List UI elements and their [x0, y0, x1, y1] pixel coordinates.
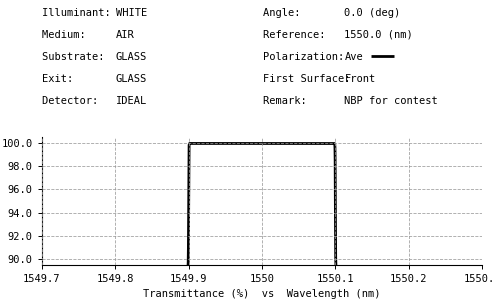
Text: Angle:: Angle:: [263, 8, 357, 18]
Text: Ave: Ave: [344, 52, 363, 62]
Text: GLASS: GLASS: [116, 52, 147, 62]
X-axis label: Transmittance (%)  vs  Wavelength (nm): Transmittance (%) vs Wavelength (nm): [143, 290, 381, 299]
Text: GLASS: GLASS: [116, 74, 147, 84]
Text: 1550.0 (nm): 1550.0 (nm): [344, 30, 413, 40]
Text: NBP for contest: NBP for contest: [344, 96, 438, 106]
Text: Detector:: Detector:: [42, 96, 117, 106]
Text: Front: Front: [344, 74, 376, 84]
Text: 0.0 (deg): 0.0 (deg): [344, 8, 400, 18]
Text: Polarization:: Polarization:: [263, 52, 357, 62]
Text: Remark:: Remark:: [263, 96, 357, 106]
Text: IDEAL: IDEAL: [116, 96, 147, 106]
Text: Medium:: Medium:: [42, 30, 117, 40]
Text: Illuminant:: Illuminant:: [42, 8, 117, 18]
Text: AIR: AIR: [116, 30, 134, 40]
Text: First Surface:: First Surface:: [263, 74, 357, 84]
Text: Substrate:: Substrate:: [42, 52, 117, 62]
Text: Exit:: Exit:: [42, 74, 117, 84]
Text: WHITE: WHITE: [116, 8, 147, 18]
Text: Reference:: Reference:: [263, 30, 357, 40]
